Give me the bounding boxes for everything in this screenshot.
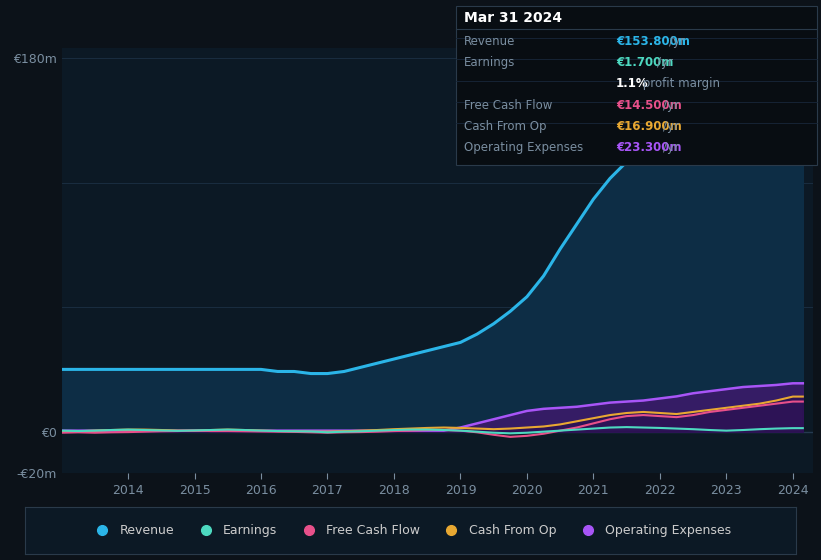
Text: €153.800m: €153.800m [616, 35, 690, 48]
Text: Operating Expenses: Operating Expenses [464, 141, 583, 154]
Text: 1.1%: 1.1% [616, 77, 649, 90]
Text: €16.900m: €16.900m [616, 120, 681, 133]
Text: profit margin: profit margin [640, 77, 720, 90]
Text: Mar 31 2024: Mar 31 2024 [464, 11, 562, 25]
Text: Free Cash Flow: Free Cash Flow [464, 99, 553, 111]
Text: /yr: /yr [663, 99, 679, 111]
Text: /yr: /yr [663, 141, 679, 154]
Text: Cash From Op: Cash From Op [464, 120, 546, 133]
Text: /yr: /yr [657, 56, 673, 69]
Text: €1.700m: €1.700m [616, 56, 673, 69]
Text: /yr: /yr [669, 35, 685, 48]
Legend: Revenue, Earnings, Free Cash Flow, Cash From Op, Operating Expenses: Revenue, Earnings, Free Cash Flow, Cash … [86, 520, 735, 541]
Text: Earnings: Earnings [464, 56, 516, 69]
Text: /yr: /yr [663, 120, 679, 133]
Text: €14.500m: €14.500m [616, 99, 681, 111]
Text: Revenue: Revenue [464, 35, 516, 48]
Text: €23.300m: €23.300m [616, 141, 681, 154]
